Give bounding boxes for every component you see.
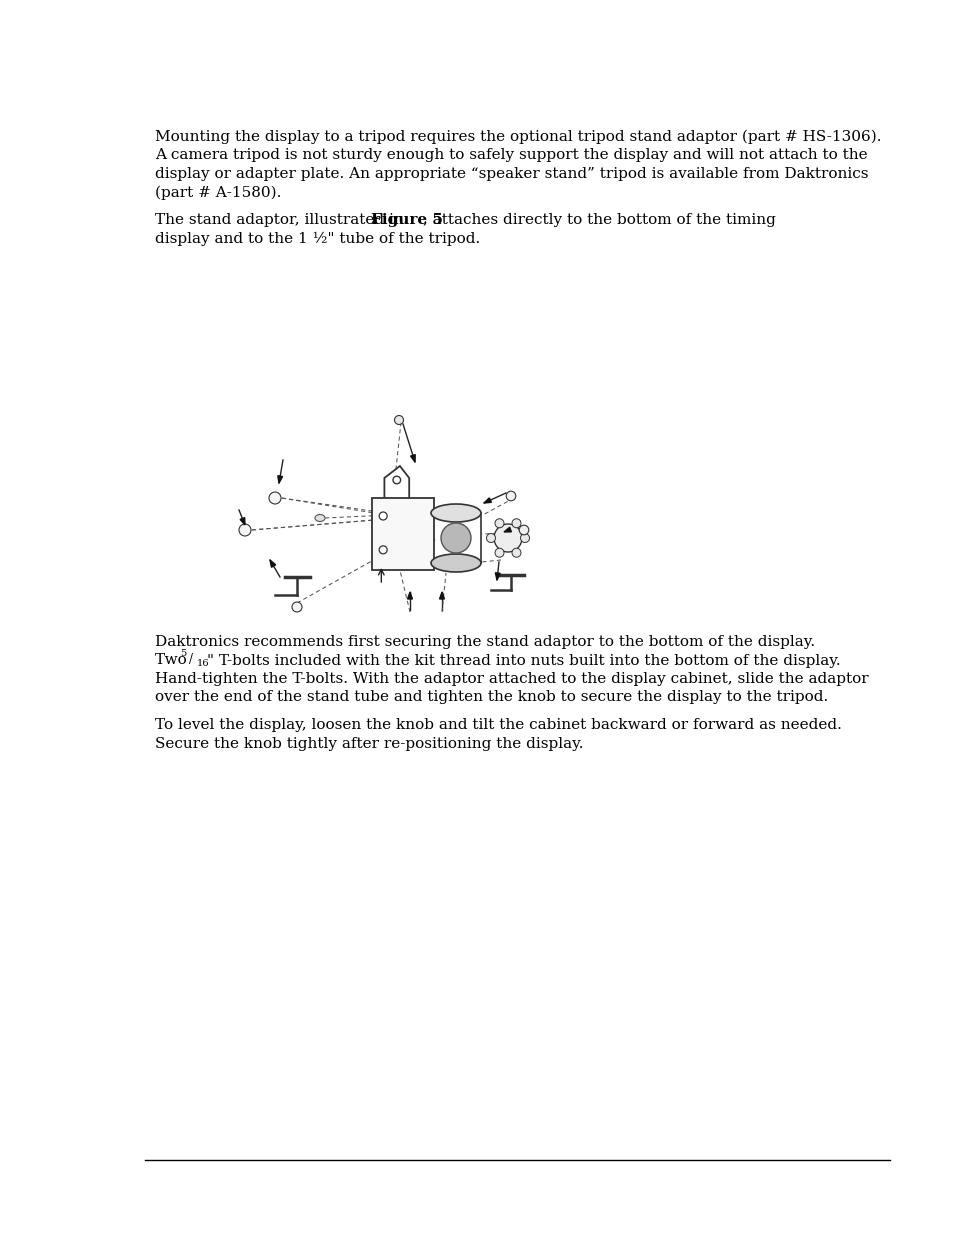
Text: 5: 5 — [180, 650, 187, 658]
Polygon shape — [270, 559, 275, 567]
Circle shape — [395, 415, 403, 425]
Text: To level the display, loosen the knob and tilt the cabinet backward or forward a: To level the display, loosen the knob an… — [154, 719, 841, 732]
Circle shape — [495, 548, 503, 557]
Circle shape — [269, 492, 281, 504]
Circle shape — [495, 519, 503, 527]
Text: Secure the knob tightly after re-positioning the display.: Secure the knob tightly after re-positio… — [154, 737, 583, 751]
Text: Mounting the display to a tripod requires the optional tripod stand adaptor (par: Mounting the display to a tripod require… — [154, 130, 881, 144]
Circle shape — [378, 513, 387, 520]
Circle shape — [378, 546, 387, 553]
Text: over the end of the stand tube and tighten the knob to secure the display to the: over the end of the stand tube and tight… — [154, 690, 827, 704]
Ellipse shape — [431, 555, 480, 572]
Text: " T-bolts included with the kit thread into nuts built into the bottom of the di: " T-bolts included with the kit thread i… — [207, 653, 841, 667]
Polygon shape — [483, 498, 491, 503]
Circle shape — [512, 548, 520, 557]
Polygon shape — [277, 475, 282, 483]
Circle shape — [486, 534, 495, 542]
Circle shape — [520, 534, 529, 542]
Circle shape — [393, 477, 400, 484]
Text: display or adapter plate. An appropriate “speaker stand” tripod is available fro: display or adapter plate. An appropriate… — [154, 167, 867, 182]
Text: display and to the 1 ½" tube of the tripod.: display and to the 1 ½" tube of the trip… — [154, 232, 479, 246]
Circle shape — [494, 524, 521, 552]
Text: /: / — [190, 653, 193, 667]
Bar — [372, 498, 434, 571]
Polygon shape — [495, 573, 499, 580]
Text: 16: 16 — [196, 658, 209, 667]
Polygon shape — [439, 592, 444, 599]
Circle shape — [292, 601, 302, 613]
Circle shape — [239, 524, 251, 536]
Circle shape — [506, 492, 516, 501]
Text: , attaches directly to the bottom of the timing: , attaches directly to the bottom of the… — [422, 214, 775, 227]
Circle shape — [512, 519, 520, 527]
Text: Hand-tighten the T-bolts. With the adaptor attached to the display cabinet, slid: Hand-tighten the T-bolts. With the adapt… — [154, 672, 868, 685]
Ellipse shape — [314, 515, 325, 521]
Polygon shape — [410, 454, 415, 462]
Circle shape — [518, 525, 528, 535]
Ellipse shape — [431, 504, 480, 522]
Text: (part # A-1580).: (part # A-1580). — [154, 185, 281, 200]
Polygon shape — [503, 527, 511, 532]
Text: Daktronics recommends first securing the stand adaptor to the bottom of the disp: Daktronics recommends first securing the… — [154, 635, 814, 650]
Text: Figure 5: Figure 5 — [371, 214, 442, 227]
Text: The stand adaptor, illustrated in: The stand adaptor, illustrated in — [154, 214, 408, 227]
Polygon shape — [240, 517, 245, 525]
Circle shape — [440, 522, 471, 553]
Polygon shape — [407, 592, 412, 599]
Text: Two: Two — [154, 653, 192, 667]
Text: A camera tripod is not sturdy enough to safely support the display and will not : A camera tripod is not sturdy enough to … — [154, 148, 866, 163]
